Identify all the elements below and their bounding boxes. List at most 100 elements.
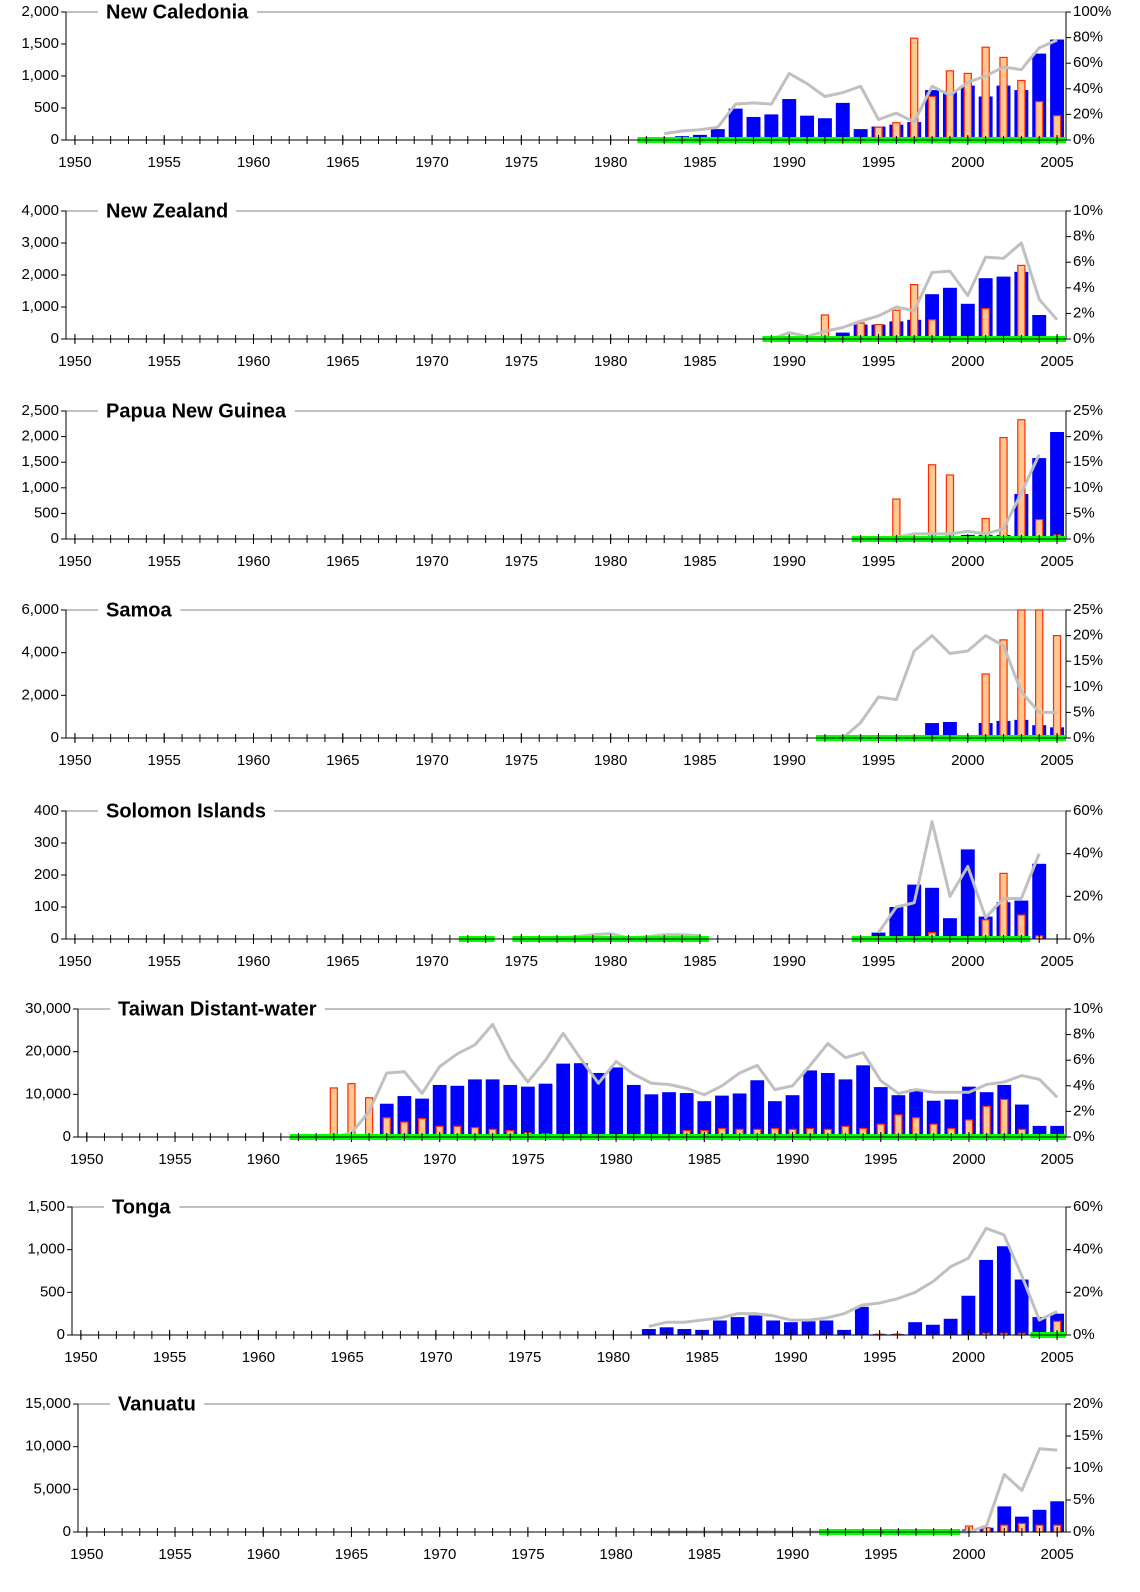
bar <box>591 1073 606 1137</box>
y2-tick-label: 15% <box>1073 652 1103 669</box>
x-tick-label: 1975 <box>505 953 538 970</box>
bar <box>927 95 937 141</box>
y2-tick-label: 0% <box>1073 131 1095 148</box>
y2-tick-label: 40% <box>1073 80 1103 97</box>
y2-tick-label: 15% <box>1073 1427 1103 1444</box>
bar <box>820 1073 835 1137</box>
x-tick-label: 2000 <box>951 154 984 171</box>
bar <box>801 1321 816 1335</box>
bar <box>609 1067 623 1137</box>
bar <box>892 498 901 540</box>
y-tick-label: 2,000 <box>21 3 59 20</box>
y-tick-label: 500 <box>34 504 59 521</box>
bar <box>800 115 815 140</box>
y-tick-label: 500 <box>34 99 59 116</box>
y-tick-label: 500 <box>40 1283 65 1300</box>
x-tick-label: 1950 <box>58 953 91 970</box>
bar <box>927 464 937 540</box>
x-tick-label: 1965 <box>326 553 359 570</box>
y2-tick-label: 80% <box>1073 29 1103 46</box>
y2-tick-label: 15% <box>1073 453 1103 470</box>
line <box>770 241 1059 341</box>
x-tick-label: 1990 <box>773 353 806 370</box>
bar <box>626 1084 641 1137</box>
bar <box>521 1086 535 1137</box>
x-tick-label: 1985 <box>683 154 716 171</box>
bar <box>1050 39 1065 140</box>
y2-tick-label: 10% <box>1073 1000 1103 1017</box>
y-tick-label: 1,000 <box>21 67 59 84</box>
y2-tick-label: 5% <box>1073 703 1095 720</box>
title-background <box>98 400 295 423</box>
y2-tick-label: 4% <box>1073 279 1095 296</box>
y2-tick-label: 6% <box>1073 1051 1095 1068</box>
x-tick-label: 2000 <box>951 752 984 769</box>
chart-title: Tonga <box>112 1196 171 1218</box>
x-tick-label: 1965 <box>335 1546 368 1563</box>
bar <box>1017 264 1026 340</box>
y-tick-label: 10,000 <box>25 1085 71 1102</box>
y2-tick-label: 10% <box>1073 678 1103 695</box>
y-tick-label: 100 <box>34 898 59 915</box>
y-tick-label: 200 <box>34 866 59 883</box>
y2-tick-label: 20% <box>1073 1395 1103 1412</box>
x-tick-label: 1995 <box>862 953 895 970</box>
title-background <box>98 1 258 24</box>
bar <box>1032 1317 1047 1335</box>
y2-tick-label: 100% <box>1073 3 1111 20</box>
x-tick-label: 1950 <box>58 553 91 570</box>
x-tick-label: 1965 <box>326 154 359 171</box>
x-tick-label: 1970 <box>415 953 448 970</box>
x-tick-label: 1990 <box>776 1546 809 1563</box>
x-tick-label: 1965 <box>335 1151 368 1168</box>
bar <box>1032 1125 1047 1137</box>
bar <box>538 1083 553 1137</box>
bar <box>1032 315 1047 339</box>
y2-tick-label: 0% <box>1073 1523 1095 1540</box>
x-tick-label: 1970 <box>415 752 448 769</box>
x-tick-label: 1970 <box>423 1151 456 1168</box>
y-tick-label: 2,000 <box>21 266 59 283</box>
x-tick-label: 1955 <box>148 353 181 370</box>
y2-tick-label: 8% <box>1073 1026 1095 1043</box>
y-tick-label: 0 <box>63 1128 71 1145</box>
bar <box>766 1320 781 1335</box>
bar <box>817 118 832 140</box>
y2-tick-label: 2% <box>1073 304 1095 321</box>
y-tick-label: 6,000 <box>21 601 59 618</box>
y-tick-label: 1,000 <box>21 479 59 496</box>
x-tick-label: 1960 <box>237 953 270 970</box>
x-tick-label: 2000 <box>951 353 984 370</box>
y2-tick-label: 0% <box>1073 930 1095 947</box>
y-tick-label: 2,000 <box>21 686 59 703</box>
bar <box>432 1084 447 1137</box>
bar <box>925 1324 940 1335</box>
bar <box>1050 431 1065 539</box>
bar <box>1050 1125 1065 1137</box>
x-tick-label: 1960 <box>237 353 270 370</box>
x-tick-label: 1985 <box>683 553 716 570</box>
bar <box>961 1295 976 1335</box>
bar <box>556 1063 571 1137</box>
y2-tick-label: 6% <box>1073 253 1095 270</box>
bar <box>728 108 743 140</box>
x-tick-label: 1985 <box>683 752 716 769</box>
x-tick-label: 1975 <box>505 353 538 370</box>
line <box>651 1447 1058 1534</box>
bar <box>783 1322 798 1335</box>
y-tick-label: 4,000 <box>21 202 59 219</box>
bar <box>329 1087 338 1138</box>
x-tick-label: 1950 <box>70 1546 103 1563</box>
title-background <box>110 998 325 1021</box>
y-tick-label: 5,000 <box>33 1480 71 1497</box>
bar <box>503 1084 518 1137</box>
y-tick-label: 0 <box>63 1523 71 1540</box>
x-tick-label: 1950 <box>58 752 91 769</box>
y-tick-label: 300 <box>34 834 59 851</box>
bar <box>925 887 940 939</box>
bar <box>450 1085 465 1137</box>
x-tick-label: 1970 <box>415 353 448 370</box>
x-tick-label: 1990 <box>776 1151 809 1168</box>
x-tick-label: 1975 <box>505 154 538 171</box>
bar <box>853 129 868 140</box>
